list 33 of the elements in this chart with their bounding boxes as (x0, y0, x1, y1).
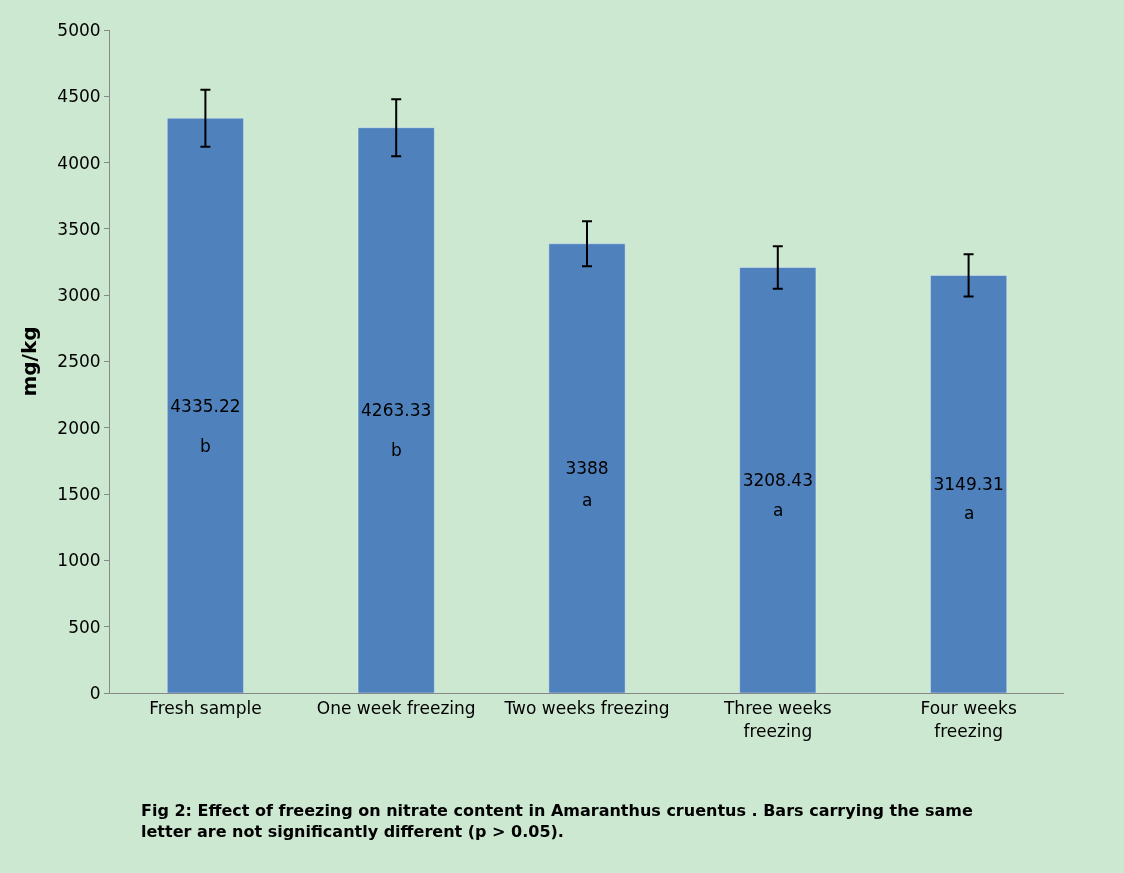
annotation: a (582, 490, 593, 510)
bar (739, 267, 817, 693)
y-tick-label: 0 (89, 682, 101, 703)
y-tick-label: 2000 (57, 417, 101, 438)
y-tick-label: 1500 (57, 484, 101, 505)
annotation: b (391, 440, 402, 460)
bar (357, 127, 435, 693)
x-tick-label: One week freezing (316, 698, 476, 719)
data-label: 3208.43 (742, 470, 813, 491)
data-label: 3149.31 (933, 474, 1004, 495)
annotation: a (964, 503, 975, 523)
y-tick-label: 4000 (57, 152, 101, 173)
data-label: 4335.22 (170, 395, 241, 416)
data-label: 3388 (565, 458, 609, 479)
x-tick-label: Four weeks freezing (920, 698, 1017, 741)
x-tick-label: Three weeks freezing (722, 698, 832, 741)
bar (166, 117, 244, 693)
y-tick-label: 1000 (57, 550, 101, 571)
annotation: a (773, 500, 784, 520)
data-label: 4263.33 (361, 400, 432, 421)
bar (930, 275, 1008, 693)
x-tick-label: Fresh sample (149, 698, 262, 719)
y-tick-label: 2500 (57, 351, 101, 372)
y-tick-label: 4500 (57, 86, 101, 107)
y-tick-label: 500 (68, 616, 101, 637)
caption: Fig 2: Effect of freezing on nitrate content in Amaranthus cruentus . Bars carrying the same letter are not significantly different (p > 0.05). (141, 801, 973, 841)
annotation: b (200, 436, 211, 456)
x-tick-label: Two weeks freezing (503, 698, 670, 719)
y-tick-label: 3000 (57, 285, 101, 306)
y-tick-label: 3500 (57, 218, 101, 239)
bar (548, 243, 626, 693)
y-axis-title: mg/kg (16, 326, 41, 397)
y-tick-label: 5000 (57, 19, 101, 40)
